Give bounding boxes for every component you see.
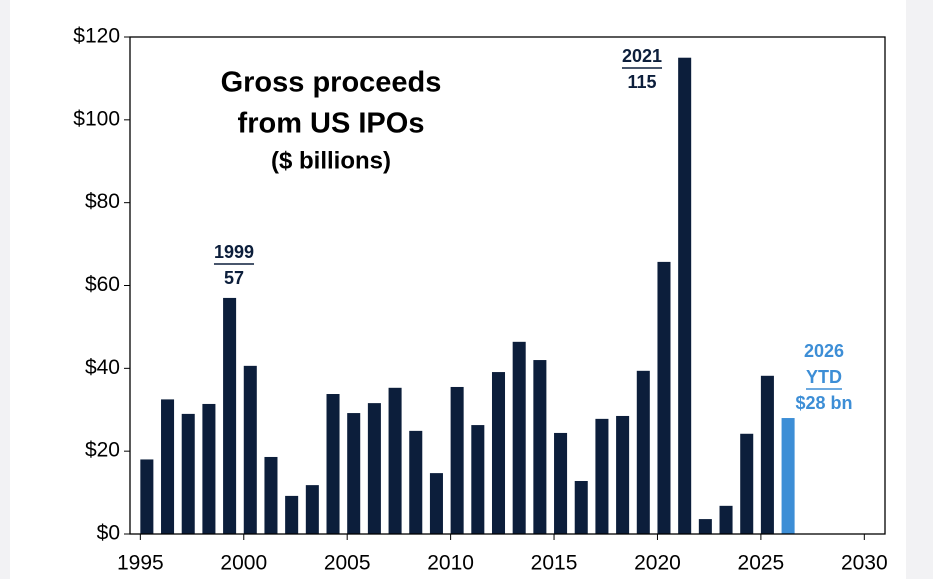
- annotation: 115: [627, 72, 656, 92]
- y-tick-label: $120: [73, 25, 120, 48]
- bar: [636, 370, 650, 534]
- bar: [533, 360, 547, 534]
- bar: [223, 297, 237, 534]
- bar: [657, 261, 671, 534]
- bar: [347, 413, 361, 534]
- annotation: YTD: [806, 367, 842, 387]
- bar: [161, 399, 175, 534]
- bar: [760, 375, 774, 534]
- annotation: 2021: [622, 46, 662, 66]
- chart-title: from US IPOs: [238, 108, 425, 140]
- y-tick-label: $0: [97, 522, 120, 545]
- bar: [388, 387, 402, 534]
- bar: [429, 473, 443, 534]
- y-tick-label: $20: [85, 439, 120, 462]
- y-tick-label: $40: [85, 356, 120, 379]
- bar: [740, 433, 754, 534]
- bar: [616, 415, 630, 534]
- bar: [409, 430, 423, 534]
- y-tick-label: $80: [85, 190, 120, 213]
- bar: [326, 394, 340, 534]
- bar: [140, 459, 154, 534]
- x-tick-label: 2005: [324, 552, 371, 575]
- annotation: $28 bn: [795, 393, 852, 413]
- bar: [202, 403, 216, 534]
- bar: [781, 418, 795, 534]
- annotation: 57: [224, 268, 244, 288]
- x-tick-label: 1995: [117, 552, 164, 575]
- bar: [678, 57, 692, 534]
- x-tick-label: 2020: [634, 552, 681, 575]
- x-tick-label: 2030: [841, 552, 888, 575]
- bar: [243, 365, 257, 534]
- bar: [554, 432, 568, 534]
- x-tick-label: 2000: [220, 552, 267, 575]
- x-tick-label: 2015: [531, 552, 578, 575]
- chart-subtitle: ($ billions): [271, 147, 391, 174]
- y-tick-label: $60: [85, 273, 120, 296]
- bar: [595, 418, 609, 534]
- bar: [450, 386, 464, 534]
- bar: [471, 425, 485, 534]
- bar: [719, 505, 733, 534]
- y-tick-label: $100: [73, 107, 120, 130]
- bar: [305, 485, 319, 534]
- annotation: 1999: [214, 242, 254, 262]
- annotation: 2026: [804, 341, 844, 361]
- bar: [512, 341, 526, 534]
- bar: [264, 456, 278, 534]
- bar: [181, 413, 195, 534]
- bar: [698, 519, 712, 534]
- x-tick-label: 2010: [427, 552, 474, 575]
- bar: [491, 372, 506, 534]
- bar: [285, 495, 299, 534]
- bar: [367, 403, 381, 534]
- bar: [574, 480, 588, 534]
- x-tick-label: 2025: [738, 552, 785, 575]
- chart-title: Gross proceeds: [221, 67, 442, 99]
